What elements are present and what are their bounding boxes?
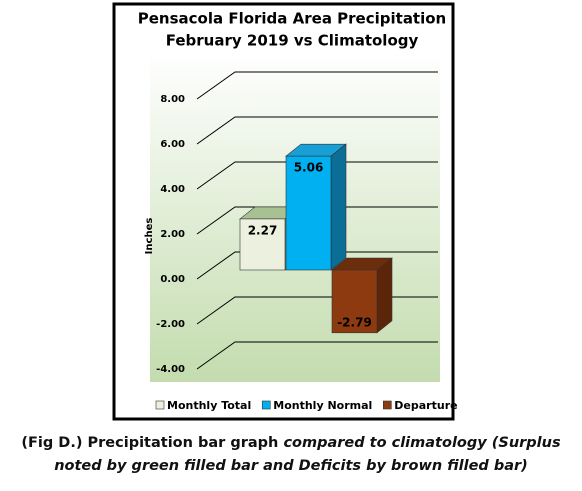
chart: Pensacola Florida Area Precipitation Feb… [112, 2, 458, 421]
grid-line [196, 341, 438, 370]
y-tick-label: -2.00 [156, 319, 185, 330]
bar-side [376, 257, 393, 334]
bar-side [330, 143, 347, 271]
legend-swatch [261, 400, 271, 410]
caption: (Fig D.) Precipitation bar graph compare… [6, 432, 576, 478]
value-label: 2.27 [248, 223, 278, 237]
value-label: -2.79 [337, 315, 372, 329]
y-axis-label: Inches [144, 218, 155, 255]
grid-line [196, 251, 438, 280]
legend-swatch [155, 400, 165, 410]
y-tick-label: 0.00 [160, 274, 185, 285]
legend-swatch [382, 400, 392, 410]
y-tick-label: 8.00 [160, 94, 185, 105]
grid-line [196, 71, 438, 100]
bar [331, 257, 393, 334]
bar-front [239, 218, 286, 271]
grid-line [196, 116, 438, 145]
caption-text: (Fig D.) Precipitation bar graph [21, 435, 284, 451]
legend-label: Monthly Total [167, 399, 251, 412]
bar-front [331, 269, 378, 334]
legend-label: Monthly Normal [273, 399, 372, 412]
value-label: 5.06 [294, 161, 324, 175]
caption-text: compared to climatology (Surplus noted b… [54, 435, 561, 474]
chart-title: February 2019 vs Climatology [166, 32, 419, 50]
y-tick-label: -4.00 [156, 364, 185, 375]
y-tick-label: 6.00 [160, 139, 185, 150]
bar-front [285, 155, 332, 271]
y-tick-label: 4.00 [160, 184, 185, 195]
grid-line [196, 161, 438, 190]
legend-label: Departure [394, 399, 457, 412]
bar [285, 143, 347, 271]
y-tick-label: 2.00 [160, 229, 185, 240]
grid-line [196, 206, 438, 235]
chart-title: Pensacola Florida Area Precipitation [138, 10, 446, 28]
